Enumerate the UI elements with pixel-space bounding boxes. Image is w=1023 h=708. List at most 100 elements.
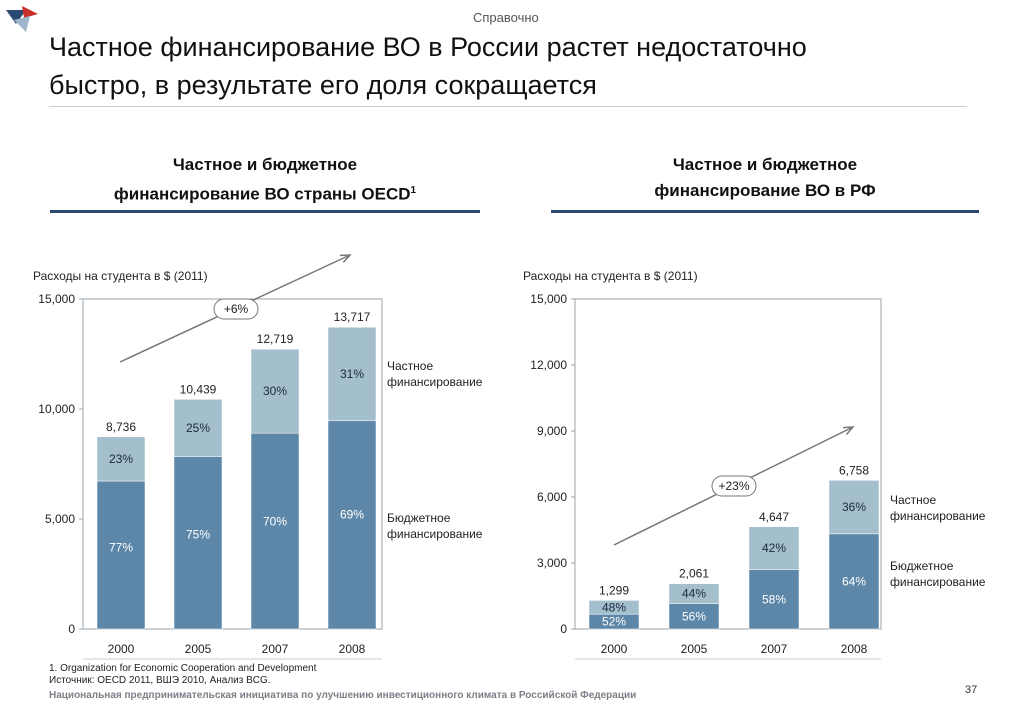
axis-label-oecd: Расходы на студента в $ (2011) — [33, 269, 208, 283]
share-private-2007: 30% — [263, 384, 287, 398]
bar-private-2007 — [748, 526, 800, 570]
category-label-2008: 2008 — [841, 642, 868, 656]
category-label-2007: 2007 — [262, 642, 289, 656]
bar-public-2008 — [828, 533, 880, 630]
y-tick-label: 15,000 — [38, 292, 75, 306]
total-label-2008: 13,717 — [334, 310, 371, 324]
share-private-2007: 42% — [762, 541, 786, 555]
growth-badge — [711, 475, 757, 497]
total-label-2007: 12,719 — [257, 332, 294, 346]
legend-private-oecd-line1: Частное — [387, 359, 434, 373]
reference-tag: Справочно — [473, 10, 539, 25]
panel-title-rf-line2: финансирование ВО в РФ — [654, 181, 876, 200]
panel-divider-oecd — [50, 210, 480, 213]
source-note: Источник: OECD 2011, ВШЭ 2010, Анализ BC… — [49, 675, 271, 686]
bar-public-2005 — [668, 603, 720, 630]
growth-badge — [213, 298, 259, 320]
share-private-2008: 31% — [340, 367, 364, 381]
slide-title: Частное финансирование ВО в России расте… — [49, 28, 969, 104]
legend-private-oecd-line2: финансирование — [387, 375, 483, 389]
legend-private-rf-line2: финансирование — [890, 509, 986, 523]
legend-public-oecd: Бюджетное финансирование — [387, 510, 482, 542]
y-tick-label: 3,000 — [537, 556, 567, 570]
bar-private-2008 — [828, 480, 880, 535]
panel-title-oecd: Частное и бюджетное финансирование ВО ст… — [50, 152, 480, 208]
panel-title-rf: Частное и бюджетное финансирование ВО в … — [551, 152, 979, 204]
plot-frame — [574, 298, 882, 630]
panel-title-rf-line1: Частное и бюджетное — [672, 155, 858, 174]
y-tick-label: 5,000 — [45, 512, 75, 526]
slide-title-line2: быстро, в результате его доля сокращаетс… — [49, 70, 597, 100]
legend-private-rf: Частное финансирование — [890, 492, 985, 524]
legend-private-oecd: Частное финансирование — [387, 358, 482, 390]
axis-label-rf: Расходы на студента в $ (2011) — [523, 269, 698, 283]
share-private-2000: 23% — [109, 452, 133, 466]
chart-rf: 0 3,000 6,000 9,000 12,000 15,000 1,299 48%52% 2… — [530, 292, 882, 660]
total-label-2005: 10,439 — [180, 382, 217, 396]
y-tick-label: 0 — [68, 622, 75, 636]
share-public-2000: 77% — [109, 541, 133, 555]
legend-public-rf: Бюджетное финансирование — [890, 558, 985, 590]
bar-private-2000 — [588, 600, 640, 615]
growth-arrow-head — [339, 254, 352, 263]
logo — [0, 0, 60, 46]
legend-public-oecd-line1: Бюджетное — [387, 511, 451, 525]
title-divider — [49, 106, 967, 107]
total-label-2005: 2,061 — [679, 567, 709, 581]
y-tick-label: 0 — [560, 622, 567, 636]
page-number: 37 — [965, 684, 978, 696]
bar-private-2007 — [250, 348, 300, 434]
share-public-2005: 75% — [186, 527, 210, 541]
growth-badge-label: +23% — [718, 479, 749, 493]
share-public-2007: 58% — [762, 592, 786, 606]
panel-divider-rf — [551, 210, 979, 213]
growth-arrow-head — [842, 426, 855, 436]
share-private-2005: 44% — [682, 587, 706, 601]
category-label-2005: 2005 — [185, 642, 212, 656]
category-label-2000: 2000 — [601, 642, 628, 656]
bar-private-2008 — [327, 326, 377, 422]
legend-private-rf-line1: Частное — [890, 493, 937, 507]
organization-footer: Национальная предпринимательская инициат… — [49, 690, 637, 701]
footnote-1: 1. Organization for Economic Cooperation… — [49, 663, 317, 674]
share-public-2000: 52% — [602, 615, 626, 629]
legend-public-rf-line2: финансирование — [890, 575, 986, 589]
total-label-2007: 4,647 — [759, 510, 789, 524]
share-private-2005: 25% — [186, 421, 210, 435]
category-label-2008: 2008 — [339, 642, 366, 656]
share-private-2008: 36% — [842, 500, 866, 514]
bar-public-2000 — [96, 480, 146, 630]
category-label-2007: 2007 — [761, 642, 788, 656]
footnotes: 1. Organization for Economic Cooperation… — [49, 663, 316, 687]
footnote-marker: 1 — [410, 185, 417, 196]
bar-private-2000 — [96, 436, 146, 482]
category-label-2000: 2000 — [108, 642, 135, 656]
bar-private-2005 — [668, 583, 720, 604]
share-private-2000: 48% — [602, 600, 626, 614]
bar-private-2005 — [173, 399, 223, 458]
growth-badge-label: +6% — [224, 302, 249, 316]
share-public-2007: 70% — [263, 514, 287, 528]
slide-title-line1: Частное финансирование ВО в России расте… — [49, 32, 807, 62]
share-public-2008: 69% — [340, 507, 364, 521]
y-tick-label: 6,000 — [537, 490, 567, 504]
bar-public-2007 — [250, 432, 300, 630]
y-tick-label: 9,000 — [537, 424, 567, 438]
panel-title-oecd-line1: Частное и бюджетное — [172, 155, 358, 174]
chart-oecd: 0 5,000 10,000 15,000 8,736 23% 77% 2000 10,439 2… — [38, 254, 383, 660]
panel-title-oecd-line2: финансирование ВО страны OECD — [113, 184, 411, 204]
legend-public-rf-line1: Бюджетное — [890, 559, 954, 573]
legend-public-oecd-line2: финансирование — [387, 527, 483, 541]
share-public-2005: 56% — [682, 609, 706, 623]
bar-public-2007 — [748, 569, 800, 630]
y-tick-label: 10,000 — [38, 402, 75, 416]
share-public-2008: 64% — [842, 574, 866, 588]
total-label-2000: 8,736 — [106, 420, 136, 434]
category-label-2005: 2005 — [681, 642, 708, 656]
bar-public-2005 — [173, 456, 223, 630]
y-tick-label: 12,000 — [530, 358, 567, 372]
bar-public-2008 — [327, 420, 377, 630]
total-label-2000: 1,299 — [599, 583, 629, 597]
y-tick-label: 15,000 — [530, 292, 567, 306]
total-label-2008: 6,758 — [839, 463, 869, 477]
